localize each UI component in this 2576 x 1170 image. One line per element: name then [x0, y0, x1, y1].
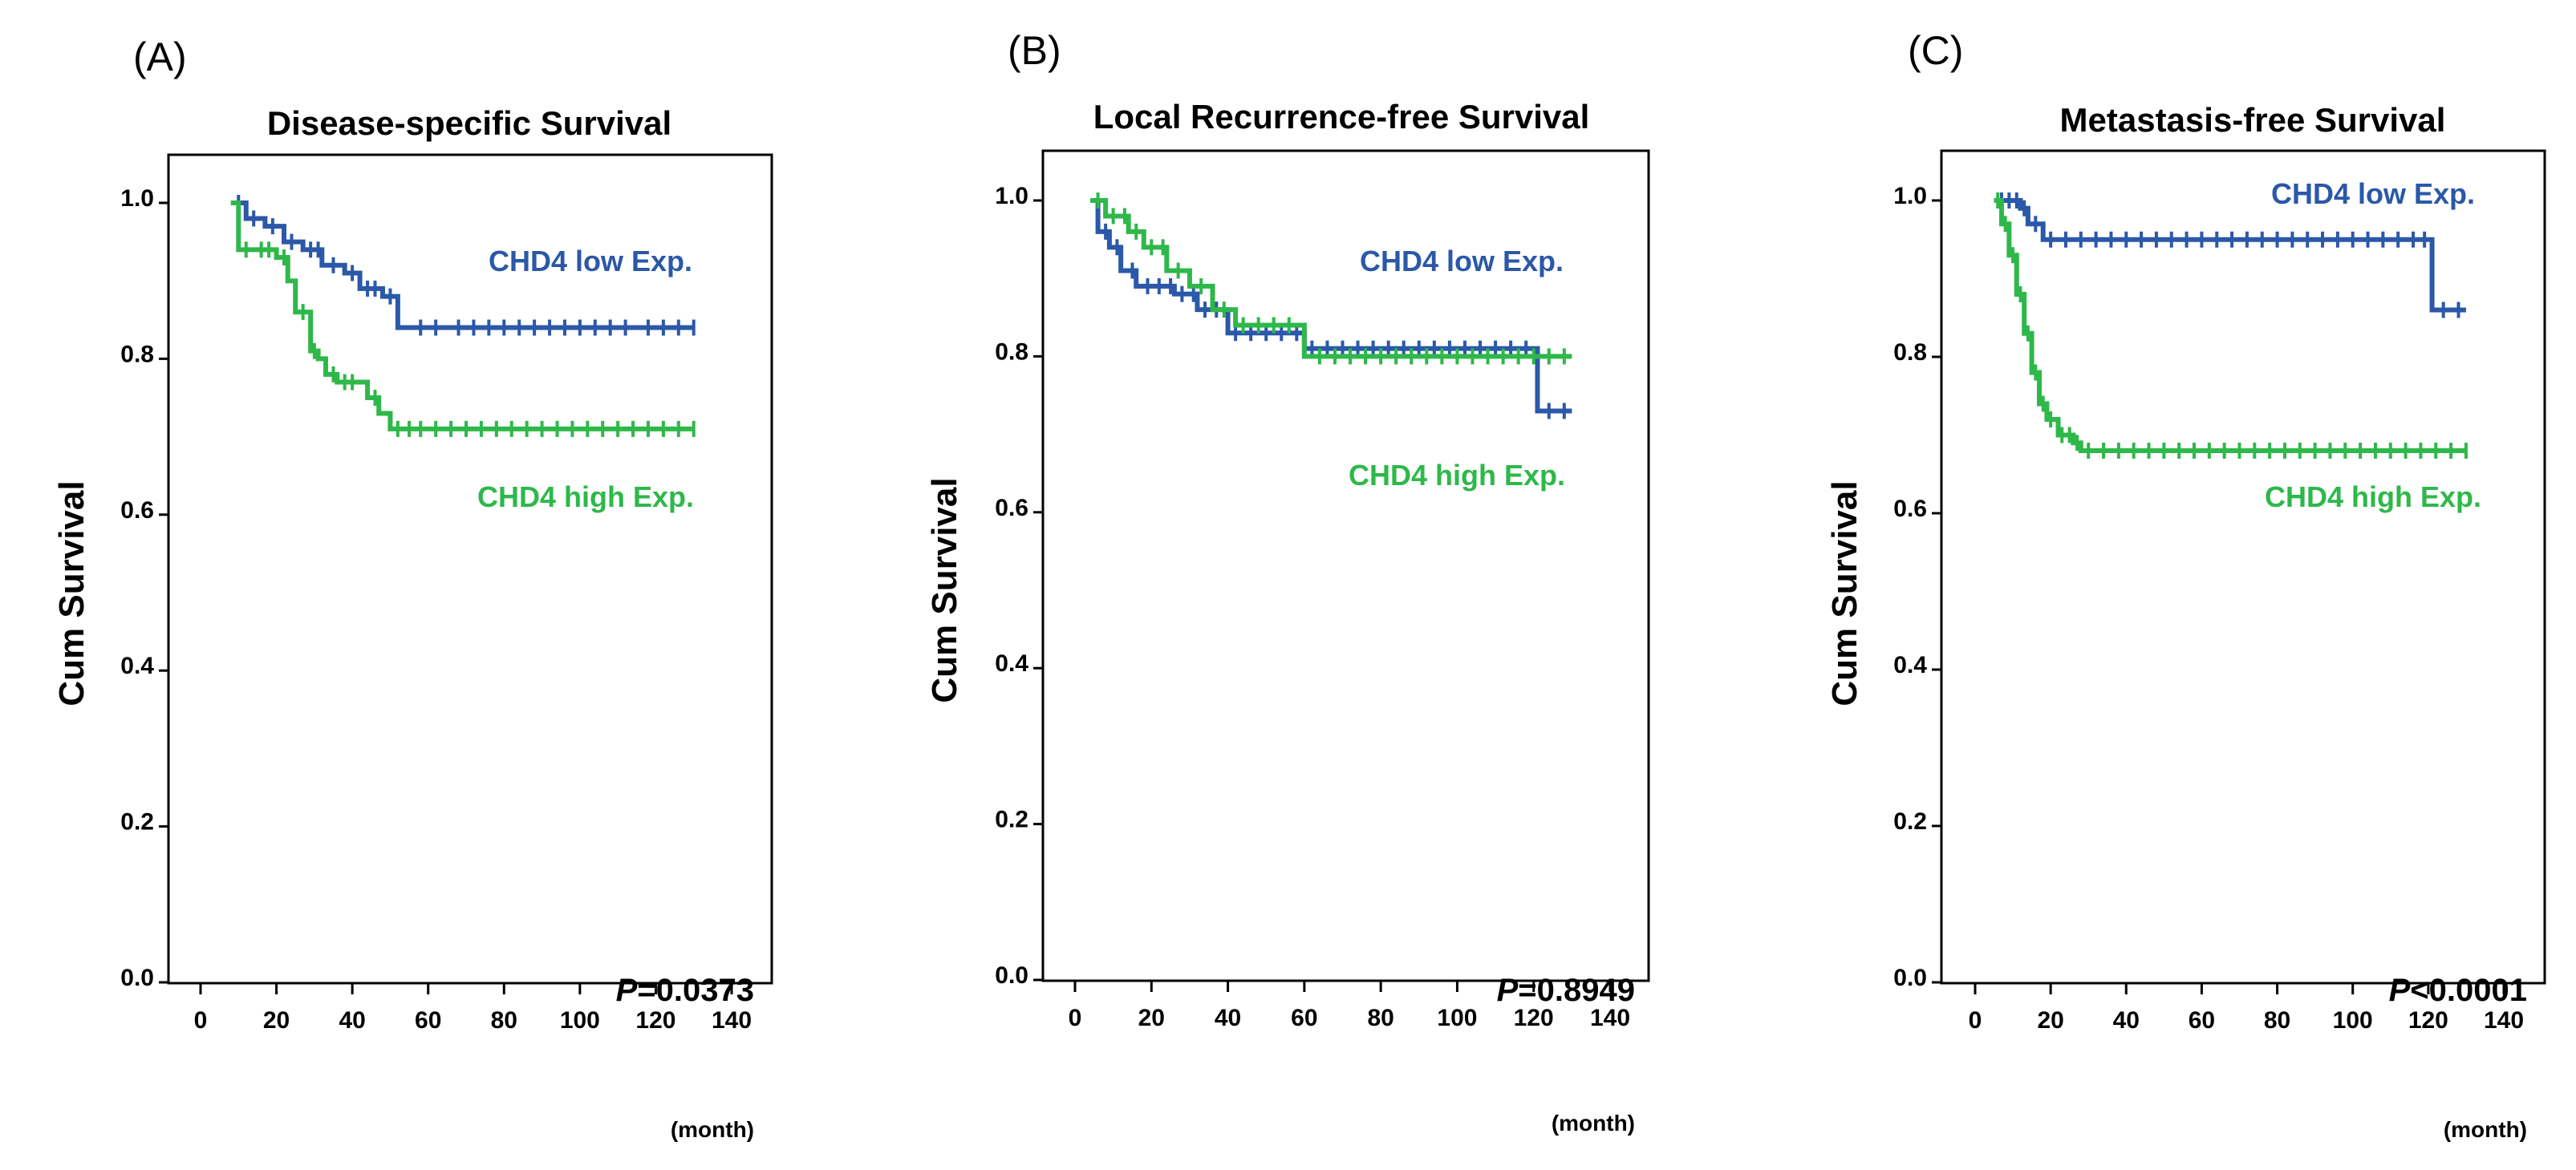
panel-c-y-axis: 0.0 0.2 0.4 0.6 0.8 1.0	[1893, 183, 1941, 991]
panel-a-low-curve	[230, 200, 694, 330]
panel-a-high-curve	[230, 200, 694, 431]
panel-c-ylabel: Cum Survival	[1825, 480, 1864, 706]
panel-b-ytick-label: 1.0	[995, 183, 1028, 209]
panel-c-low-label: CHD4 low Exp.	[2271, 177, 2475, 210]
panel-a-xtick-label: 0	[194, 1007, 208, 1034]
panel-b-letter: (B)	[1008, 28, 1061, 73]
panel-c-frame	[1940, 149, 2546, 985]
panel-b-xtick-label: 100	[1437, 1005, 1477, 1031]
panel-c-high-label: CHD4 high Exp.	[2265, 480, 2481, 513]
panel-b-frame	[1041, 149, 1650, 982]
panel-a-y-axis: 0.0 0.2 0.4 0.6 0.8 1.0	[120, 185, 168, 991]
panel-b-xtick-label: 140	[1590, 1005, 1630, 1031]
panel-b-high-curve	[1090, 198, 1572, 359]
panel-b-ytick-label: 0.8	[995, 338, 1028, 365]
panel-a-xtick-label: 60	[415, 1007, 441, 1034]
panel-c-letter: (C)	[1908, 28, 1963, 73]
panel-c-xtick-label: 140	[2484, 1007, 2524, 1034]
panel-a-frame	[167, 153, 773, 985]
panel-a-ylabel: Cum Survival	[52, 480, 91, 706]
panel-a-letter: (A)	[133, 34, 187, 79]
panel-a-ytick-label: 0.6	[120, 497, 154, 524]
panel-b-ytick-label: 0.2	[995, 807, 1028, 833]
panel-c-ytick-label: 0.0	[1893, 965, 1927, 991]
panel-a-ytick-label: 0.8	[120, 341, 154, 367]
panel-a-xtick-label: 20	[263, 1007, 290, 1034]
panel-a-low-label: CHD4 low Exp.	[489, 245, 692, 277]
panel-c-p-value: P<0.0001	[2389, 973, 2527, 1008]
panel-b-ytick-label: 0.4	[995, 650, 1028, 677]
panel-a-ytick-label: 0.2	[120, 809, 154, 836]
panel-b-xtick-label: 80	[1367, 1005, 1393, 1031]
panel-b-curves	[1090, 192, 1572, 419]
panel-c-ytick-label: 1.0	[1893, 183, 1927, 209]
panel-b-xtick-label: 40	[1215, 1005, 1241, 1031]
panel-b-low-label: CHD4 low Exp.	[1360, 245, 1564, 277]
panel-c-ytick-label: 0.6	[1893, 496, 1927, 522]
panel-a-ytick-label: 0.4	[120, 653, 154, 679]
panel-c: (C) Metastasis-free Survival Cum Surviva…	[1825, 28, 2546, 1142]
panel-c-xtick-label: 60	[2189, 1007, 2215, 1034]
panel-b-xtick-label: 60	[1291, 1005, 1317, 1031]
panel-a-x-axis: 0 20 40 60 80 100 120 140	[194, 983, 752, 1034]
panel-b-ylabel: Cum Survival	[925, 477, 964, 702]
panel-a-xtick-label: 80	[491, 1007, 517, 1034]
panel-b-y-axis: 0.0 0.2 0.4 0.6 0.8 1.0	[995, 183, 1043, 989]
panel-b-p-value: P=0.8949	[1497, 973, 1635, 1008]
panel-b-x-axis: 0 20 40 60 80 100 120 140	[1069, 981, 1630, 1031]
panel-c-x-unit: (month)	[2444, 1117, 2527, 1142]
panel-c-xtick-label: 100	[2333, 1007, 2373, 1034]
panel-c-low-curve	[1994, 198, 2466, 313]
panel-c-ytick-label: 0.2	[1893, 808, 1927, 835]
panel-a-xtick-label: 120	[635, 1007, 675, 1034]
panel-a-title: Disease-specific Survival	[267, 104, 671, 142]
panel-b-ytick-label: 0.6	[995, 495, 1028, 521]
panel-b-xtick-label: 0	[1069, 1005, 1082, 1031]
panel-a-xtick-label: 40	[339, 1007, 365, 1034]
panel-b: (B) Local Recurrence-free Survival Cum S…	[925, 28, 1650, 1136]
panel-a: (A) Disease-specific Survival Cum Surviv…	[52, 34, 773, 1142]
panel-a-high-label: CHD4 high Exp.	[477, 480, 694, 513]
panel-a-ytick-label: 1.0	[120, 185, 154, 212]
panel-b-xtick-label: 20	[1138, 1005, 1165, 1031]
panel-c-ytick-label: 0.8	[1893, 339, 1927, 366]
panel-c-ytick-label: 0.4	[1893, 652, 1927, 678]
panel-b-x-unit: (month)	[1552, 1111, 1635, 1136]
panel-c-xtick-label: 0	[1969, 1007, 1982, 1034]
panel-c-xtick-label: 80	[2264, 1007, 2290, 1034]
panel-a-curves	[230, 195, 696, 437]
panel-c-title: Metastasis-free Survival	[2060, 101, 2446, 139]
panel-c-xtick-label: 20	[2037, 1007, 2063, 1034]
panel-a-ytick-label: 0.0	[120, 965, 154, 991]
panel-b-high-label: CHD4 high Exp.	[1349, 459, 1565, 492]
panel-b-ytick-label: 0.0	[995, 962, 1028, 989]
panel-b-title: Local Recurrence-free Survival	[1093, 98, 1590, 136]
panel-c-xtick-label: 120	[2408, 1007, 2448, 1034]
panel-a-xtick-label: 140	[712, 1007, 752, 1034]
panel-c-x-axis: 0 20 40 60 80 100 120 140	[1969, 983, 2524, 1034]
panel-b-low-curve	[1090, 198, 1572, 414]
panel-b-xtick-label: 120	[1514, 1005, 1554, 1031]
panel-a-p-value: P=0.0373	[616, 973, 754, 1008]
panel-c-curves	[1994, 192, 2468, 459]
panel-a-xtick-label: 100	[560, 1007, 600, 1034]
panel-a-x-unit: (month)	[671, 1117, 754, 1142]
panel-c-xtick-label: 40	[2113, 1007, 2140, 1034]
